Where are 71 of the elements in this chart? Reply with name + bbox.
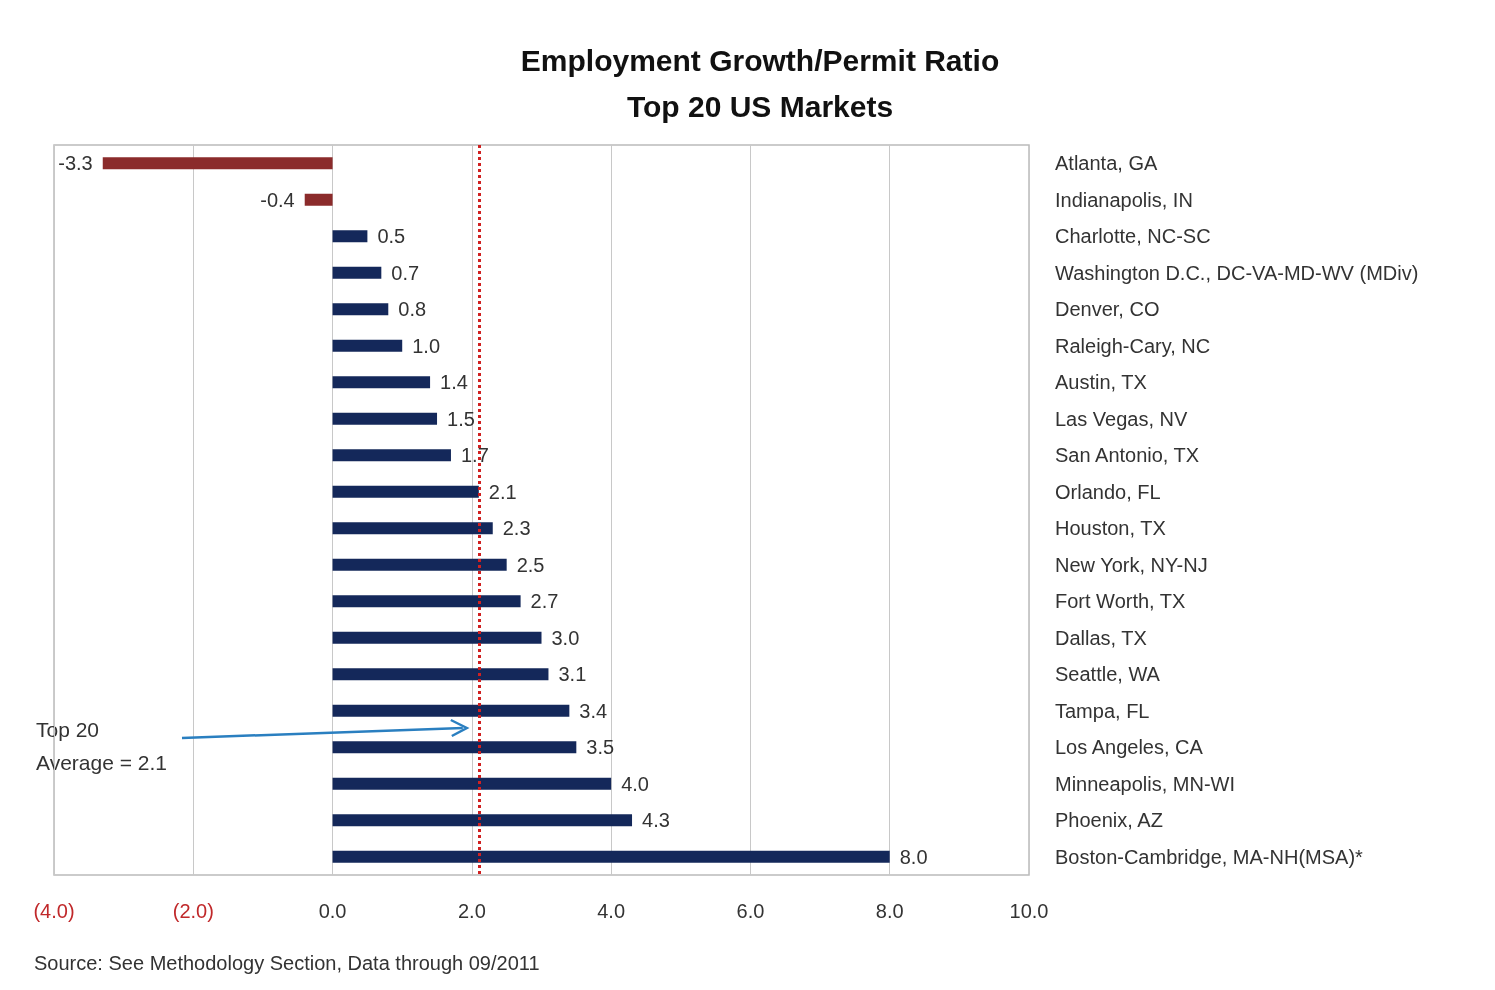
bar [332, 668, 549, 681]
bar [332, 704, 570, 717]
data-label: 4.0 [621, 772, 649, 795]
data-label: 3.1 [558, 663, 587, 686]
bar [332, 558, 507, 571]
y-tick-label: Seattle, WA [1055, 663, 1161, 686]
bar [332, 230, 368, 243]
bar [304, 193, 333, 206]
data-label: 2.7 [530, 590, 559, 613]
y-tick-label: Washington D.C., DC-VA-MD-WV (MDiv) [1055, 261, 1419, 284]
y-tick-label: Minneapolis, MN-WI [1055, 772, 1236, 795]
data-label: 2.3 [502, 517, 531, 540]
y-tick-label: Dallas, TX [1055, 626, 1147, 649]
y-tick-label: Los Angeles, CA [1055, 736, 1204, 759]
data-label: 1.0 [412, 334, 441, 357]
y-tick-label: Charlotte, NC-SC [1055, 225, 1211, 248]
data-label: 3.5 [586, 736, 615, 759]
bar [332, 522, 493, 535]
y-tick-label: Tampa, FL [1055, 699, 1150, 722]
data-label: 0.8 [398, 298, 427, 321]
data-label: -0.4 [260, 188, 295, 211]
data-label: 1.4 [440, 371, 468, 394]
chart-title: Employment Growth/Permit Ratio Top 20 US Markets [520, 43, 1000, 123]
y-tick-label: Raleigh-Cary, NC [1055, 334, 1211, 357]
bar [332, 485, 479, 498]
data-label: 1.7 [460, 444, 489, 467]
y-tick-label: New York, NY-NJ [1055, 553, 1208, 576]
bar [332, 449, 451, 462]
y-tick-label: Fort Worth, TX [1055, 590, 1186, 613]
bar [332, 631, 542, 644]
bar [332, 595, 521, 608]
x-tick-label: 4.0 [597, 900, 626, 922]
bar [332, 777, 612, 790]
bar [332, 814, 633, 827]
x-tick-label: 6.0 [736, 900, 765, 922]
y-tick-label: Las Vegas, NV [1055, 407, 1188, 430]
y-tick-label: Boston-Cambridge, MA-NH(MSA)* [1055, 845, 1364, 868]
data-label: 4.3 [642, 809, 670, 832]
x-tick-label: 2.0 [457, 900, 486, 922]
y-tick-label: Austin, TX [1055, 371, 1147, 394]
bar [332, 303, 389, 316]
x-tick-label: (4.0) [33, 900, 75, 922]
bar [332, 850, 890, 863]
y-tick-label: Phoenix, AZ [1055, 809, 1163, 832]
data-label: 1.5 [447, 407, 475, 430]
data-label: 3.0 [551, 626, 580, 649]
data-label: 0.7 [391, 261, 420, 284]
y-tick-label: Houston, TX [1055, 517, 1166, 540]
source-note: Source: See Methodology Section, Data through 09/2011 [34, 952, 540, 974]
x-tick-label: (2.0) [172, 900, 214, 922]
x-tick-label: 10.0 [1009, 900, 1049, 922]
data-label: 2.5 [516, 553, 545, 576]
y-tick-label: Indianapolis, IN [1055, 188, 1193, 211]
bar [332, 339, 403, 352]
bar [332, 741, 577, 754]
data-label: 8.0 [899, 845, 928, 868]
bar [332, 266, 382, 279]
data-label: -3.3 [58, 152, 93, 175]
data-label: 2.1 [488, 480, 517, 503]
y-tick-label: Orlando, FL [1055, 480, 1161, 503]
bar [332, 376, 431, 389]
y-tick-label: Atlanta, GA [1055, 152, 1158, 175]
x-tick-label: 0.0 [318, 900, 347, 922]
annotation: Top 20 Average = 2.1 [36, 718, 167, 774]
y-tick-label: San Antonio, TX [1055, 444, 1200, 467]
data-label: 0.5 [377, 225, 406, 248]
y-tick-label: Denver, CO [1055, 298, 1160, 321]
bar [332, 412, 438, 425]
x-tick-label: 8.0 [875, 900, 904, 922]
data-label: 3.4 [579, 699, 608, 722]
bar [102, 157, 333, 170]
